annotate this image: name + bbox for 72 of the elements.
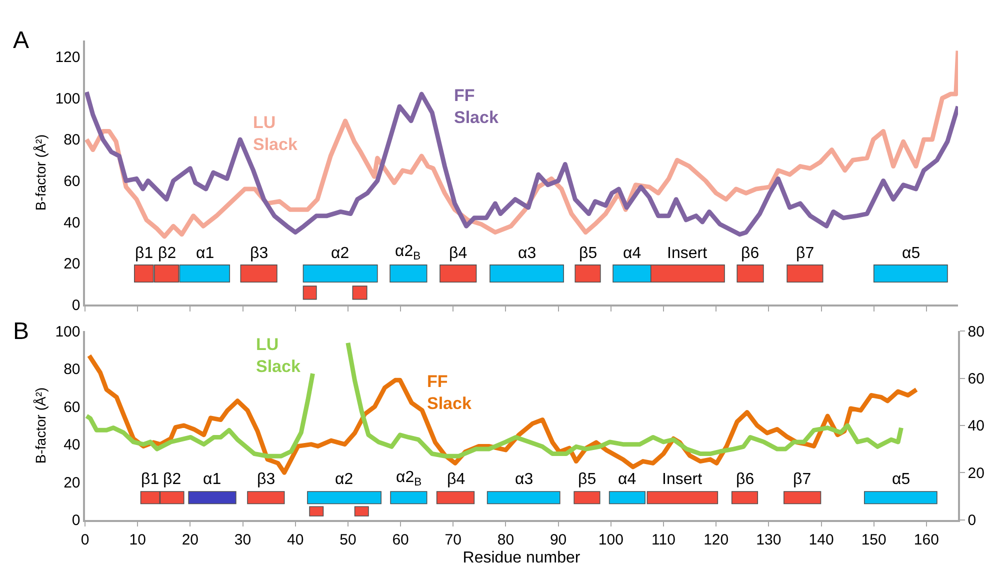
band-label: α1 <box>203 471 222 488</box>
chart-title: B <box>13 318 30 345</box>
x-tick-label: 40 <box>287 532 304 549</box>
band-label: β6 <box>741 245 760 262</box>
series-label: FF Slack <box>454 86 499 128</box>
band-label: α2 <box>331 245 350 262</box>
y-axis-title: B-factor (Å²) <box>32 134 48 211</box>
band-label: β5 <box>579 245 598 262</box>
y-tick-label: 20 <box>64 256 80 273</box>
series-label: LU Slack <box>256 335 301 376</box>
x-tick-label: 120 <box>704 532 729 549</box>
y2-tick-label: 40 <box>968 418 984 435</box>
band-label: α1 <box>196 245 214 262</box>
band-label: β6 <box>736 471 754 488</box>
band-label: β4 <box>449 245 468 262</box>
x-tick-label: 60 <box>392 532 409 549</box>
band-label: β4 <box>447 471 466 488</box>
y-tick-label: 120 <box>55 49 80 66</box>
y-tick-label: 80 <box>64 361 80 378</box>
x-tick-label: 50 <box>340 532 356 549</box>
band-label: β7 <box>796 245 814 262</box>
x-tick-label: 80 <box>497 532 514 549</box>
y-tick-label: 0 <box>72 296 80 314</box>
y-tick-label: 100 <box>55 90 80 108</box>
band-label: β5 <box>578 471 596 488</box>
x-tick-label: 140 <box>808 532 834 549</box>
x-tick-label: 100 <box>598 532 624 549</box>
line-series <box>85 90 958 237</box>
band-label: β7 <box>793 471 812 488</box>
band-label: Insert <box>662 471 703 488</box>
x-tick-label: 70 <box>444 532 462 549</box>
x-tick-label: 130 <box>756 532 782 549</box>
series-label: FF Slack <box>427 372 472 414</box>
band-label: β1 <box>135 245 154 262</box>
band-label: Insert <box>667 245 708 262</box>
band-label: α2 <box>335 471 354 488</box>
band-label: α5 <box>892 471 910 488</box>
x-tick-label: 150 <box>861 532 886 549</box>
x-tick-label: 90 <box>550 532 567 549</box>
x-tick-label: 160 <box>914 532 939 549</box>
band-label: α4 <box>618 471 636 488</box>
band-label: β3 <box>250 245 268 262</box>
y-tick-label: 60 <box>64 173 80 190</box>
y-tick-label: 20 <box>64 474 80 492</box>
y-axis-title: B-factor (Å²) <box>32 387 48 464</box>
x-axis-title: Residue number <box>462 550 581 567</box>
band-label: β2 <box>163 471 182 488</box>
y-tick-label: 60 <box>64 398 80 416</box>
y-tick-label: 100 <box>55 323 80 340</box>
band-label: α5 <box>902 245 920 262</box>
band-label: α2$_{B}$ <box>395 243 421 262</box>
x-tick-label: 110 <box>652 532 676 549</box>
y-tick-label: 0 <box>72 512 80 530</box>
x-tick-label: 20 <box>182 532 199 549</box>
x-tick-label: 30 <box>234 532 252 549</box>
x-tick-label: 10 <box>129 532 146 549</box>
band-label: α2$_{B}$ <box>396 469 422 488</box>
y-tick-label: 40 <box>64 214 80 232</box>
chart-title: A <box>13 27 30 54</box>
series-label: LU Slack <box>253 113 298 154</box>
y2-tick-label: 0 <box>968 512 976 530</box>
band-label: α4 <box>623 245 642 262</box>
band-label: α3 <box>515 471 534 488</box>
y2-tick-label: 80 <box>968 323 984 340</box>
band-label: β1 <box>141 471 160 488</box>
band-label: β2 <box>158 245 176 262</box>
band-label: α3 <box>518 245 536 262</box>
band-label: β3 <box>257 471 276 488</box>
y2-tick-label: 60 <box>968 370 984 388</box>
y-tick-label: 80 <box>64 132 80 149</box>
y2-tick-label: 20 <box>968 464 984 482</box>
y-tick-label: 40 <box>64 436 80 454</box>
